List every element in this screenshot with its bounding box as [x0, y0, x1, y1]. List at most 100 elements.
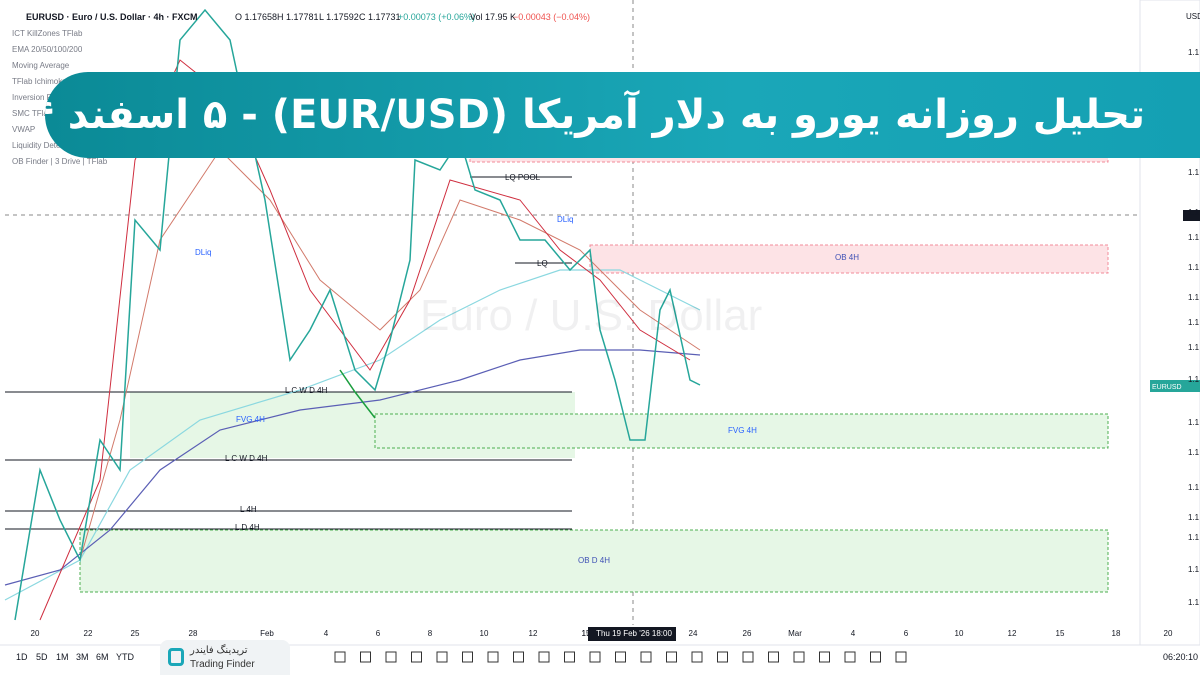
time-label: 15	[582, 629, 591, 638]
time-label: 25	[131, 629, 140, 638]
indicator: SMC TFlab	[12, 109, 53, 118]
indicator: TFlab Ichimoku	[12, 77, 67, 86]
price-label: 1.1	[1188, 598, 1200, 607]
time-label: 22	[84, 629, 93, 638]
time-label: Feb	[260, 629, 274, 638]
tool-icon[interactable]	[334, 651, 346, 663]
tool-icon[interactable]	[895, 651, 907, 663]
fvg-zone	[374, 413, 1109, 449]
currency: USD	[1186, 12, 1200, 21]
logo-icon	[168, 648, 184, 666]
header-low: L 1.17592	[319, 12, 359, 22]
tool-icon[interactable]	[819, 651, 830, 663]
indicator: Inversion F	[12, 93, 52, 102]
chart-label: FVG 4H	[728, 426, 757, 435]
banner: تحلیل روزانه یورو به دلار آمریکا (EUR/US…	[45, 72, 1200, 158]
tool-icon[interactable]	[768, 651, 779, 663]
ema-line	[4, 269, 701, 601]
tool-icon[interactable]	[564, 651, 575, 663]
tool-icon[interactable]	[436, 651, 448, 663]
ema-line	[4, 349, 701, 586]
range-button[interactable]: 3M	[76, 652, 89, 662]
price-label: 1.1	[1188, 318, 1200, 327]
tool-icon[interactable]	[411, 651, 422, 663]
tool-icon[interactable]	[615, 651, 626, 663]
chart-label: L C W D 4H	[285, 386, 328, 395]
time-label: 8	[428, 629, 433, 638]
ob-zone	[589, 244, 1109, 274]
watermark: Euro / U.S. Dollar	[420, 291, 762, 340]
drive-line	[339, 369, 376, 419]
chart-label: OB 4H	[835, 253, 859, 262]
tool-icon[interactable]	[462, 651, 473, 663]
cross-time-tag	[588, 627, 676, 641]
time-label: 26	[743, 629, 752, 638]
time-label: Thu 19 Feb '26 18:00	[596, 629, 672, 638]
logo: تریدینگ فایندر Trading Finder	[160, 640, 290, 675]
tool-icon[interactable]	[742, 651, 754, 663]
price-label: 1.1	[1188, 208, 1200, 217]
tool-icon[interactable]	[589, 651, 601, 663]
levels	[5, 176, 572, 530]
chart-label: L D 4H	[235, 523, 260, 532]
tool-icon[interactable]	[385, 651, 397, 663]
header-volume-change: −0.00043 (−0.04%)	[513, 12, 590, 22]
time-label: 12	[1008, 629, 1017, 638]
price-label: 1.1	[1188, 533, 1200, 542]
chart-label: DLiq	[195, 248, 211, 257]
range-button[interactable]: YTD	[116, 652, 135, 662]
time-label: 12	[529, 629, 538, 638]
header-symbol: EURUSD · Euro / U.S. Dollar · 4h · FXCM	[26, 12, 198, 22]
chart-label: L C W D 4H	[225, 454, 268, 463]
last-price-tag	[1150, 380, 1200, 392]
chart-label: LQ POOL	[505, 173, 541, 182]
range-button[interactable]: 1M	[56, 652, 69, 662]
header-change: +0.00073 (+0.06%)	[398, 12, 475, 22]
tool-icon[interactable]	[691, 651, 703, 663]
tool-icon[interactable]	[666, 651, 677, 663]
time-label: 6	[904, 629, 909, 638]
time-label: 18	[1112, 629, 1121, 638]
tool-icon[interactable]	[793, 651, 805, 663]
price-label: 1.1	[1188, 293, 1200, 302]
tool-icon[interactable]	[360, 651, 371, 663]
time-label: 20	[1164, 629, 1173, 638]
range-button[interactable]: 5D	[36, 652, 48, 662]
chart-label: DLiq	[557, 215, 573, 224]
range-button[interactable]: 1D	[16, 652, 28, 662]
logo-en: Trading Finder	[190, 659, 255, 670]
header-open: O 1.17658	[235, 12, 277, 22]
indicator: VWAP	[12, 125, 35, 134]
header-close: C 1.17731	[359, 12, 401, 22]
tool-icon[interactable]	[870, 651, 881, 663]
time-label: 4	[851, 629, 856, 638]
price-label: 1.1	[1188, 263, 1200, 272]
time-label: 17	[582, 629, 591, 638]
tool-icon[interactable]	[487, 651, 499, 663]
time-label: 10	[955, 629, 964, 638]
tool-icon[interactable]	[513, 651, 524, 663]
indicator: OB Finder | 3 Drive | TFlab	[12, 157, 108, 166]
tool-icon[interactable]	[538, 651, 550, 663]
time-label: Mar	[788, 629, 802, 638]
indicator: Moving Average	[12, 61, 70, 70]
price-label: 1.1	[1188, 168, 1200, 177]
clock: 06:20:10	[1163, 652, 1198, 662]
tool-icon[interactable]	[640, 651, 652, 663]
logo-fa: تریدینگ فایندر	[190, 645, 248, 656]
price-label: 1.1	[1188, 483, 1200, 492]
time-label: 24	[689, 629, 698, 638]
time-label: 6	[376, 629, 381, 638]
ob-d-zone	[79, 529, 1109, 593]
indicator: EMA 20/50/100/200	[12, 45, 83, 54]
header-high: H 1.17781	[277, 12, 319, 22]
price-label: 1.1	[1188, 343, 1200, 352]
tool-icon[interactable]	[717, 651, 728, 663]
chart-label: FVG 4H	[236, 415, 265, 424]
price-label: 1.1	[1188, 418, 1200, 427]
range-button[interactable]: 6M	[96, 652, 109, 662]
time-label: 10	[480, 629, 489, 638]
chart-label: OB D 4H	[578, 556, 610, 565]
price-label: 1.1	[1188, 448, 1200, 457]
tool-icon[interactable]	[844, 651, 856, 663]
